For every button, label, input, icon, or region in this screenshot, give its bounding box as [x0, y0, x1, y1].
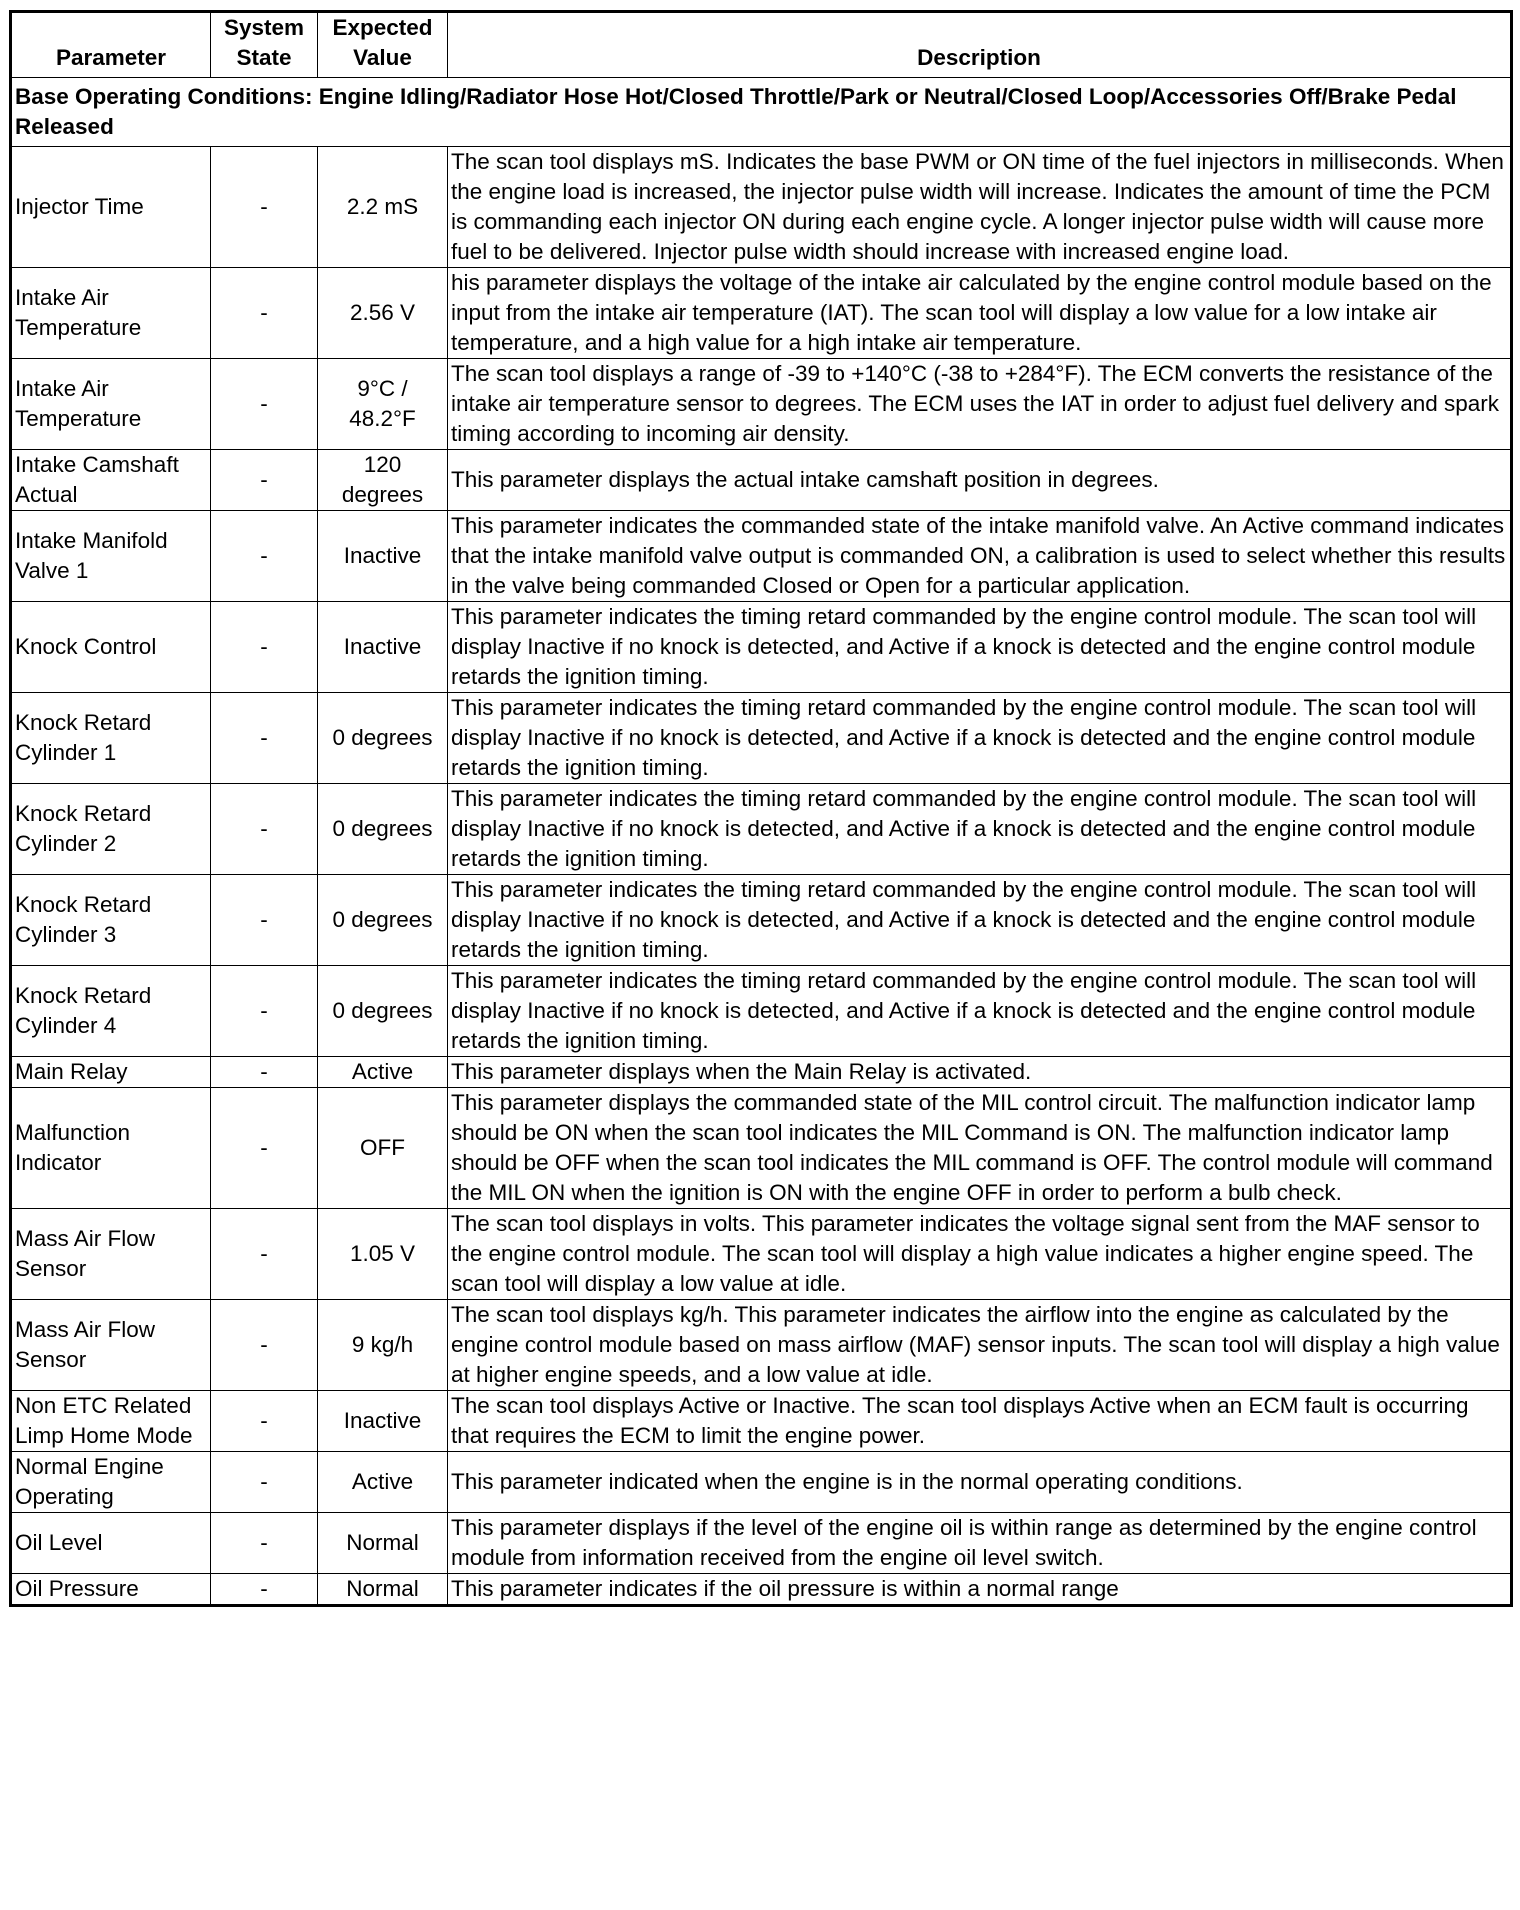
parameter-cell: Malfunction Indicator	[10, 1087, 211, 1209]
parameter-cell: Non ETC Related Limp Home Mode	[10, 1390, 211, 1452]
parameter-cell: Knock Retard Cylinder 1	[10, 692, 211, 784]
system-state-cell: -	[210, 1390, 318, 1452]
description-cell: This parameter indicates the timing reta…	[447, 874, 1512, 966]
system-state-cell: -	[210, 510, 318, 602]
system-state-cell: -	[210, 1087, 318, 1209]
conditions-row: Base Operating Conditions: Engine Idling…	[10, 77, 1512, 147]
description-cell: This parameter indicated when the engine…	[447, 1451, 1512, 1513]
parameter-cell: Intake Manifold Valve 1	[10, 510, 211, 602]
table-row: Malfunction Indicator - OFF This parameter …	[10, 1087, 1512, 1209]
header-row: Parameter System State Expected Value De…	[10, 11, 1512, 78]
parameter-table: Parameter System State Expected Value De…	[9, 10, 1513, 1607]
parameter-cell: Intake Air Temperature	[10, 358, 211, 450]
system-state-cell: -	[210, 692, 318, 784]
table-row: Knock Control - Inactive This parameter ind…	[10, 601, 1512, 693]
table-row: Intake Manifold Valve 1- Inactive This par…	[10, 510, 1512, 602]
table-row: Knock Retard Cylinder 1-0 degrees This pa…	[10, 692, 1512, 784]
base-operating-conditions: Base Operating Conditions: Engine Idling…	[10, 77, 1512, 147]
parameter-cell: Knock Retard Cylinder 4	[10, 965, 211, 1057]
expected-value-cell: Inactive	[317, 510, 448, 602]
parameter-cell: Knock Control	[10, 601, 211, 693]
description-cell: This parameter indicates the timing reta…	[447, 601, 1512, 693]
expected-value-cell: 1.05 V	[317, 1208, 448, 1300]
system-state-cell: -	[210, 1299, 318, 1391]
parameter-cell: Mass Air Flow Sensor	[10, 1299, 211, 1391]
header-system-state: System State	[210, 11, 318, 78]
description-cell: This parameter displays the actual intak…	[447, 449, 1512, 511]
table-row: Knock Retard Cylinder 3-0 degrees This pa…	[10, 874, 1512, 966]
table-row: Main Relay - Active This parameter displays…	[10, 1056, 1512, 1088]
expected-value-cell: 2.56 V	[317, 267, 448, 359]
system-state-cell: -	[210, 874, 318, 966]
expected-value-cell: OFF	[317, 1087, 448, 1209]
parameter-cell: Normal Engine Operating	[10, 1451, 211, 1513]
expected-value-cell: 2.2 mS	[317, 146, 448, 268]
system-state-cell: -	[210, 449, 318, 511]
expected-value-cell: Active	[317, 1056, 448, 1088]
table-row: Mass Air Flow Sensor -1.05 V The scan tool…	[10, 1208, 1512, 1300]
description-cell: The scan tool displays kg/h. This parame…	[447, 1299, 1512, 1391]
system-state-cell: -	[210, 1208, 318, 1300]
expected-value-cell: Normal	[317, 1512, 448, 1574]
table-row: Oil Pressure - Normal This parameter indica…	[10, 1573, 1512, 1606]
description-cell: This parameter indicates the timing reta…	[447, 965, 1512, 1057]
table-row: Knock Retard Cylinder 4-0 degrees This pa…	[10, 965, 1512, 1057]
description-cell: The scan tool displays a range of -39 to…	[447, 358, 1512, 450]
expected-value-cell: Normal	[317, 1573, 448, 1606]
header-expected-value: Expected Value	[317, 11, 448, 78]
description-cell: his parameter displays the voltage of th…	[447, 267, 1512, 359]
table-row: Intake Camshaft Actual -120 degrees This p…	[10, 449, 1512, 511]
table-row: Non ETC Related Limp Home Mode - Inactive T…	[10, 1390, 1512, 1452]
description-cell: This parameter displays if the level of …	[447, 1512, 1512, 1574]
table-row: Knock Retard Cylinder 2-0 degrees This pa…	[10, 783, 1512, 875]
system-state-cell: -	[210, 146, 318, 268]
expected-value-cell: 0 degrees	[317, 965, 448, 1057]
system-state-cell: -	[210, 965, 318, 1057]
description-cell: This parameter displays the commanded st…	[447, 1087, 1512, 1209]
system-state-cell: -	[210, 601, 318, 693]
parameter-cell: Oil Pressure	[10, 1573, 211, 1606]
parameter-cell: Knock Retard Cylinder 2	[10, 783, 211, 875]
table-row: Mass Air Flow Sensor -9 kg/h The scan tool…	[10, 1299, 1512, 1391]
description-cell: This parameter indicates if the oil pres…	[447, 1573, 1512, 1606]
system-state-cell: -	[210, 1573, 318, 1606]
expected-value-cell: 0 degrees	[317, 692, 448, 784]
description-cell: This parameter indicates the timing reta…	[447, 692, 1512, 784]
expected-value-cell: Inactive	[317, 601, 448, 693]
system-state-cell: -	[210, 1451, 318, 1513]
table-row: Normal Engine Operating - Active This param…	[10, 1451, 1512, 1513]
parameter-cell: Mass Air Flow Sensor	[10, 1208, 211, 1300]
header-description: Description	[447, 11, 1512, 78]
parameter-cell: Main Relay	[10, 1056, 211, 1088]
system-state-cell: -	[210, 1512, 318, 1574]
description-cell: This parameter indicates the timing reta…	[447, 783, 1512, 875]
expected-value-cell: 9 kg/h	[317, 1299, 448, 1391]
description-cell: The scan tool displays mS. Indicates the…	[447, 146, 1512, 268]
table-row: Injector Time -2.2 mS The scan tool displa…	[10, 146, 1512, 268]
parameter-cell: Intake Camshaft Actual	[10, 449, 211, 511]
expected-value-cell: 0 degrees	[317, 783, 448, 875]
expected-value-cell: 0 degrees	[317, 874, 448, 966]
system-state-cell: -	[210, 267, 318, 359]
table-row: Intake Air Temperature -9°C / 48.2°F The s…	[10, 358, 1512, 450]
description-cell: The scan tool displays in volts. This pa…	[447, 1208, 1512, 1300]
expected-value-cell: Active	[317, 1451, 448, 1513]
parameter-cell: Injector Time	[10, 146, 211, 268]
description-cell: The scan tool displays Active or Inactiv…	[447, 1390, 1512, 1452]
expected-value-cell: Inactive	[317, 1390, 448, 1452]
expected-value-cell: 9°C / 48.2°F	[317, 358, 448, 450]
parameter-cell: Oil Level	[10, 1512, 211, 1574]
header-parameter: Parameter	[10, 11, 211, 78]
system-state-cell: -	[210, 1056, 318, 1088]
table-row: Oil Level - Normal This parameter displays …	[10, 1512, 1512, 1574]
description-cell: This parameter displays when the Main Re…	[447, 1056, 1512, 1088]
expected-value-cell: 120 degrees	[317, 449, 448, 511]
parameter-cell: Intake Air Temperature	[10, 267, 211, 359]
system-state-cell: -	[210, 783, 318, 875]
system-state-cell: -	[210, 358, 318, 450]
parameter-cell: Knock Retard Cylinder 3	[10, 874, 211, 966]
description-cell: This parameter indicates the commanded s…	[447, 510, 1512, 602]
